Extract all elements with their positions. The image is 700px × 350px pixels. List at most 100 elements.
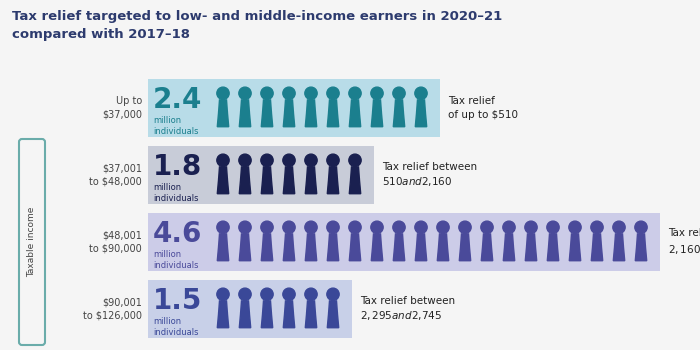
Circle shape	[261, 154, 273, 167]
Polygon shape	[592, 246, 603, 261]
Polygon shape	[239, 313, 251, 328]
Circle shape	[591, 221, 603, 233]
Text: Tax relief
of up to $510: Tax relief of up to $510	[448, 96, 518, 120]
Polygon shape	[416, 100, 426, 112]
Polygon shape	[305, 112, 316, 127]
Polygon shape	[261, 313, 273, 328]
Circle shape	[304, 154, 317, 167]
Polygon shape	[262, 100, 272, 112]
Polygon shape	[284, 246, 295, 261]
Circle shape	[217, 288, 229, 300]
Polygon shape	[503, 246, 514, 261]
Polygon shape	[526, 234, 536, 246]
Polygon shape	[351, 234, 359, 246]
Polygon shape	[305, 246, 316, 261]
Polygon shape	[461, 234, 470, 246]
Polygon shape	[284, 112, 295, 127]
Polygon shape	[393, 246, 405, 261]
Circle shape	[327, 288, 340, 300]
Circle shape	[283, 154, 295, 167]
Polygon shape	[459, 246, 470, 261]
Text: $48,001
to $90,000: $48,001 to $90,000	[90, 230, 142, 254]
Polygon shape	[261, 112, 273, 127]
Circle shape	[349, 154, 361, 167]
Bar	[148, 280, 352, 338]
Polygon shape	[372, 234, 382, 246]
Polygon shape	[262, 234, 272, 246]
Circle shape	[393, 87, 405, 99]
Text: million
individuals: million individuals	[153, 183, 199, 203]
Polygon shape	[239, 112, 251, 127]
Polygon shape	[307, 100, 316, 112]
Polygon shape	[505, 234, 513, 246]
Polygon shape	[636, 246, 647, 261]
Polygon shape	[549, 234, 557, 246]
Circle shape	[349, 221, 361, 233]
Polygon shape	[217, 313, 229, 328]
Polygon shape	[241, 167, 249, 179]
Polygon shape	[328, 100, 337, 112]
Polygon shape	[395, 234, 403, 246]
Polygon shape	[261, 246, 273, 261]
Circle shape	[547, 221, 559, 233]
Circle shape	[569, 221, 581, 233]
Polygon shape	[525, 246, 537, 261]
Polygon shape	[239, 179, 251, 194]
Polygon shape	[415, 112, 427, 127]
Polygon shape	[262, 301, 272, 313]
Polygon shape	[372, 100, 382, 112]
Circle shape	[239, 87, 251, 99]
Polygon shape	[328, 313, 339, 328]
Circle shape	[217, 221, 229, 233]
Text: million
individuals: million individuals	[153, 250, 199, 270]
Circle shape	[393, 221, 405, 233]
Polygon shape	[371, 112, 383, 127]
Text: Tax relief between
$2,160 and $2,295: Tax relief between $2,160 and $2,295	[668, 229, 700, 256]
Text: million
individuals: million individuals	[153, 116, 199, 136]
Polygon shape	[307, 301, 316, 313]
Polygon shape	[328, 167, 337, 179]
Circle shape	[458, 221, 471, 233]
Polygon shape	[241, 301, 249, 313]
Polygon shape	[239, 246, 251, 261]
Polygon shape	[328, 179, 339, 194]
Polygon shape	[395, 100, 403, 112]
Text: 1.8: 1.8	[153, 153, 202, 181]
Polygon shape	[439, 234, 447, 246]
Text: $37,001
to $48,000: $37,001 to $48,000	[90, 163, 142, 187]
Polygon shape	[615, 234, 624, 246]
Polygon shape	[262, 167, 272, 179]
Circle shape	[239, 221, 251, 233]
Polygon shape	[371, 246, 383, 261]
Circle shape	[283, 288, 295, 300]
Polygon shape	[393, 112, 405, 127]
Circle shape	[415, 221, 427, 233]
Polygon shape	[328, 112, 339, 127]
Polygon shape	[218, 234, 228, 246]
Polygon shape	[351, 100, 359, 112]
Polygon shape	[284, 313, 295, 328]
Text: Up to
$37,000: Up to $37,000	[102, 96, 142, 120]
Circle shape	[283, 87, 295, 99]
Polygon shape	[218, 100, 228, 112]
Polygon shape	[285, 301, 293, 313]
Circle shape	[327, 87, 340, 99]
Polygon shape	[482, 234, 491, 246]
Polygon shape	[285, 100, 293, 112]
Circle shape	[217, 154, 229, 167]
Circle shape	[261, 87, 273, 99]
Circle shape	[261, 221, 273, 233]
Circle shape	[612, 221, 625, 233]
Circle shape	[371, 221, 383, 233]
Polygon shape	[328, 246, 339, 261]
Polygon shape	[349, 246, 360, 261]
Polygon shape	[415, 246, 427, 261]
Bar	[148, 146, 374, 204]
Polygon shape	[569, 246, 581, 261]
Polygon shape	[438, 246, 449, 261]
Circle shape	[239, 154, 251, 167]
Circle shape	[327, 221, 340, 233]
Polygon shape	[217, 112, 229, 127]
Polygon shape	[416, 234, 426, 246]
Polygon shape	[593, 234, 601, 246]
